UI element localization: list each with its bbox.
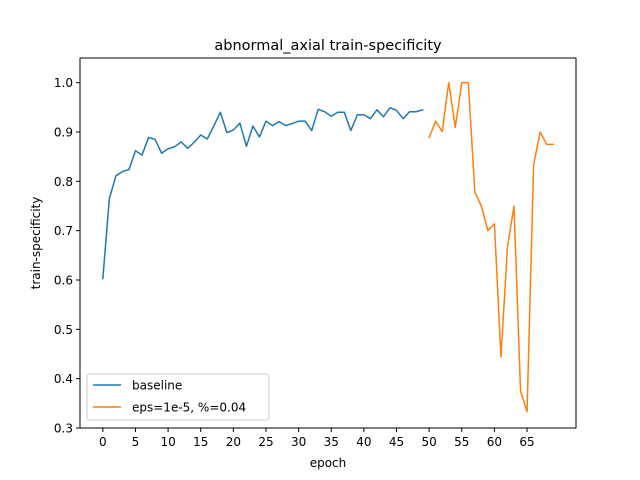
x-tick-label: 20 (226, 435, 241, 449)
series-line-eps (428, 81, 554, 413)
x-tick-label: 5 (132, 435, 140, 449)
plot-area-frame (79, 57, 577, 429)
series-line-baseline (102, 107, 424, 280)
y-tick-label: 0.7 (54, 224, 73, 238)
x-tick-label: 45 (389, 435, 404, 449)
x-tick-label: 60 (487, 435, 502, 449)
y-tick-label: 1.0 (54, 76, 73, 90)
y-tick-label: 0.5 (54, 323, 73, 337)
x-tick-label: 35 (324, 435, 339, 449)
y-tick-label: 0.4 (54, 372, 73, 386)
y-axis-title: train-specificity (29, 197, 43, 290)
x-tick-label: 0 (99, 435, 107, 449)
axis-ticks: 0 5 10 15 20 25 30 35 40 45 50 55 60 65 0.3 0.4 0.5 0.6 0.… (54, 76, 535, 449)
legend: baseline eps=1e-5, %=0.04 (86, 373, 270, 421)
y-tick-label: 0.9 (54, 126, 73, 140)
x-tick-label: 15 (193, 435, 208, 449)
x-tick-label: 10 (160, 435, 175, 449)
y-tick-label: 0.6 (54, 274, 73, 288)
x-tick-label: 50 (422, 435, 437, 449)
y-tick-label: 0.3 (54, 422, 73, 436)
y-tick-label: 0.8 (54, 175, 73, 189)
x-tick-label: 65 (519, 435, 534, 449)
legend-box (86, 373, 270, 421)
x-tick-label: 40 (356, 435, 371, 449)
x-tick-label: 25 (258, 435, 273, 449)
x-axis-title: epoch (310, 456, 347, 470)
x-tick-label: 30 (291, 435, 306, 449)
x-tick-label: 55 (454, 435, 469, 449)
legend-label-eps: eps=1e-5, %=0.04 (132, 401, 246, 415)
series-lines (102, 81, 554, 413)
chart-title: abnormal_axial train-specificity (214, 38, 442, 54)
legend-label-baseline: baseline (132, 379, 182, 393)
